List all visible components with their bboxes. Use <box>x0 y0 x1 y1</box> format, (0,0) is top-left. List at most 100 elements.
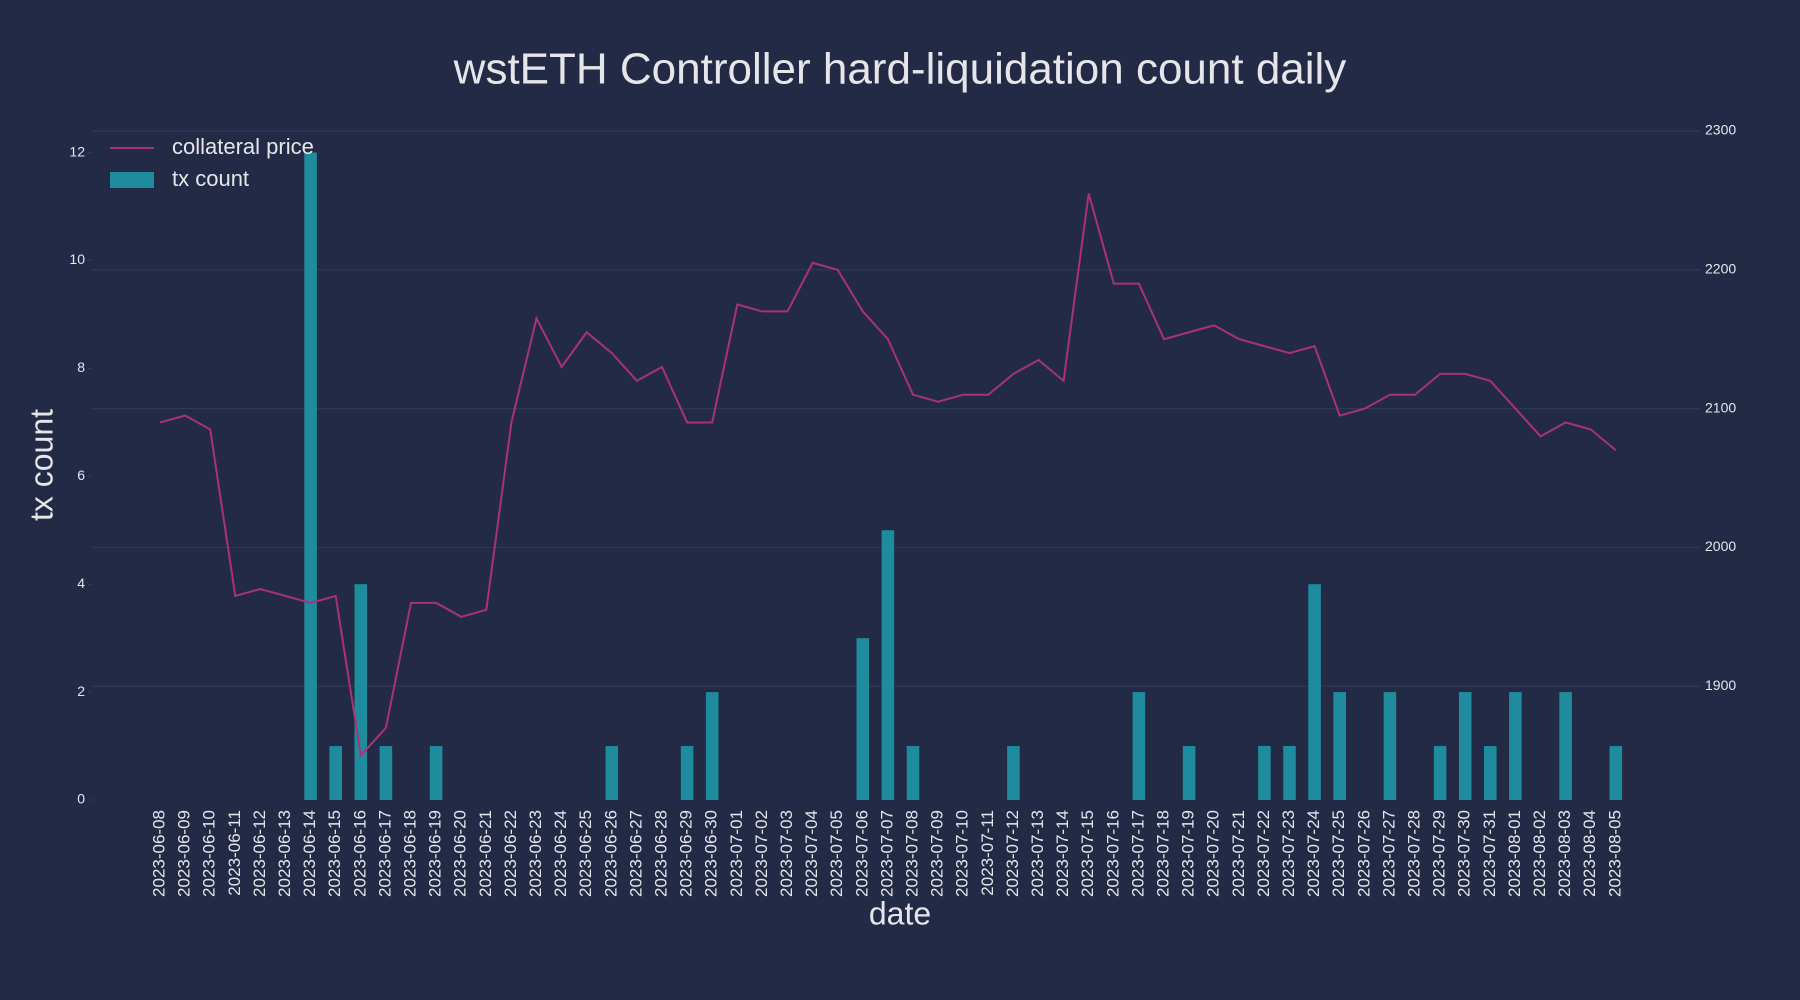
bar <box>1308 584 1321 800</box>
x-tick-label: 2023-06-16 <box>350 810 369 897</box>
x-tick-label: 2023-06-26 <box>601 810 620 897</box>
x-tick-label: 2023-06-30 <box>702 810 721 897</box>
y2-tick-label: 2100 <box>1705 399 1736 415</box>
x-tick-label: 2023-08-05 <box>1605 810 1624 897</box>
bar <box>1132 692 1146 800</box>
bar <box>1433 746 1447 800</box>
legend-swatch <box>110 172 154 188</box>
x-tick-label: 2023-07-01 <box>727 810 746 897</box>
x-tick-label: 2023-07-26 <box>1354 810 1373 897</box>
x-tick-label: 2023-06-25 <box>576 810 595 897</box>
x-tick-label: 2023-07-12 <box>1003 810 1022 897</box>
x-tick-label: 2023-06-27 <box>626 810 645 897</box>
bar <box>379 746 393 800</box>
legend-label: tx count <box>172 166 249 191</box>
bar <box>1609 746 1623 800</box>
x-tick-label: 2023-06-19 <box>426 810 445 897</box>
x-tick-label: 2023-07-15 <box>1078 810 1097 897</box>
bar <box>429 746 443 800</box>
x-tick-label: 2023-06-17 <box>375 810 394 897</box>
chart-title: wstETH Controller hard-liquidation count… <box>453 45 1347 94</box>
x-tick-label: 2023-07-21 <box>1229 810 1248 897</box>
x-tick-label: 2023-06-21 <box>476 810 495 897</box>
x-tick-label: 2023-06-11 <box>225 810 244 896</box>
x-axis-title: date <box>869 895 931 931</box>
bar <box>1258 746 1271 800</box>
x-tick-label: 2023-07-22 <box>1254 810 1273 897</box>
x-tick-label: 2023-07-14 <box>1053 810 1072 897</box>
y-tick-label: 12 <box>69 143 85 159</box>
y2-tick-label: 2200 <box>1705 260 1736 276</box>
x-tick-label: 2023-06-29 <box>677 810 696 897</box>
x-tick-label: 2023-07-06 <box>852 810 871 897</box>
x-tick-label: 2023-06-14 <box>300 810 319 897</box>
bar <box>705 692 719 800</box>
y-tick-label: 0 <box>77 791 85 807</box>
x-tick-label: 2023-07-13 <box>1028 810 1047 897</box>
x-tick-label: 2023-07-24 <box>1304 810 1323 897</box>
x-tick-label: 2023-07-03 <box>777 810 796 897</box>
x-tick-label: 2023-07-31 <box>1480 810 1499 897</box>
bar <box>1559 692 1572 800</box>
x-tick-label: 2023-06-28 <box>651 810 670 897</box>
y-tick-label: 4 <box>77 575 85 591</box>
x-tick-label: 2023-07-08 <box>902 810 921 897</box>
bar <box>1383 692 1397 800</box>
x-tick-label: 2023-07-05 <box>827 810 846 897</box>
x-tick-label: 2023-07-19 <box>1179 810 1198 897</box>
y-tick-label: 6 <box>77 467 85 483</box>
bar <box>906 746 920 800</box>
x-tick-label: 2023-07-10 <box>953 810 972 897</box>
x-tick-label: 2023-06-10 <box>200 810 219 897</box>
bar <box>1458 692 1472 800</box>
x-tick-label: 2023-06-08 <box>149 810 168 897</box>
bar <box>856 638 870 800</box>
x-tick-label: 2023-08-03 <box>1555 810 1574 897</box>
price-line <box>159 193 1617 758</box>
y-tick-label: 2 <box>77 683 85 699</box>
bar <box>304 152 317 801</box>
x-tick-label: 2023-07-18 <box>1153 810 1172 897</box>
bar <box>1484 746 1497 800</box>
x-tick-label: 2023-06-13 <box>275 810 294 897</box>
bar <box>680 746 694 800</box>
x-tick-label: 2023-08-01 <box>1505 810 1524 897</box>
x-tick-label: 2023-07-17 <box>1128 810 1147 897</box>
bar <box>1509 692 1522 800</box>
x-tick-label: 2023-07-27 <box>1379 810 1398 897</box>
x-tick-label: 2023-08-04 <box>1580 810 1599 897</box>
y-tick-label: 10 <box>69 251 85 267</box>
x-tick-label: 2023-06-15 <box>325 810 344 897</box>
x-tick-label: 2023-07-25 <box>1329 810 1348 897</box>
x-tick-label: 2023-07-02 <box>752 810 771 897</box>
y-tick-label: 8 <box>77 359 85 375</box>
bar <box>605 746 619 800</box>
bar <box>329 746 342 800</box>
bar <box>354 584 368 800</box>
y-axis-title: tx count <box>23 409 59 521</box>
x-tick-label: 2023-07-28 <box>1404 810 1423 897</box>
x-tick-label: 2023-07-23 <box>1279 810 1298 897</box>
x-tick-label: 2023-07-29 <box>1430 810 1449 897</box>
y2-tick-label: 2300 <box>1705 122 1736 138</box>
bar <box>1007 746 1020 800</box>
bar <box>1182 746 1196 800</box>
x-tick-label: 2023-06-24 <box>551 810 570 897</box>
bar <box>1283 746 1296 800</box>
x-tick-label: 2023-07-30 <box>1455 810 1474 897</box>
x-tick-label: 2023-07-20 <box>1204 810 1223 897</box>
x-tick-label: 2023-06-20 <box>451 810 470 897</box>
x-tick-label: 2023-08-02 <box>1530 810 1549 897</box>
y2-tick-label: 2000 <box>1705 538 1736 554</box>
x-tick-label: 2023-07-16 <box>1103 810 1122 897</box>
legend-label: collateral price <box>172 134 314 159</box>
x-tick-label: 2023-06-18 <box>400 810 419 897</box>
x-tick-label: 2023-07-09 <box>928 810 947 897</box>
bar <box>881 530 895 800</box>
bar <box>1333 692 1346 800</box>
x-tick-label: 2023-06-12 <box>250 810 269 897</box>
x-tick-label: 2023-07-07 <box>877 810 896 897</box>
x-tick-label: 2023-06-23 <box>526 810 545 897</box>
